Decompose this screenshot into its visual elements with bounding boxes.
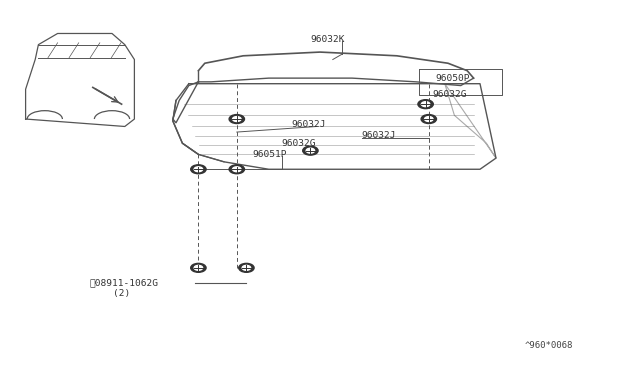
Text: 96032G: 96032G (282, 139, 316, 148)
Text: 96032G: 96032G (432, 90, 467, 99)
Circle shape (239, 263, 254, 272)
Circle shape (191, 165, 206, 174)
Circle shape (232, 167, 241, 172)
Circle shape (229, 115, 244, 124)
Text: (2): (2) (113, 289, 130, 298)
Circle shape (421, 102, 430, 107)
Circle shape (424, 116, 433, 122)
Circle shape (194, 167, 203, 172)
Text: 96032K: 96032K (310, 35, 345, 44)
Text: ^960*0068: ^960*0068 (525, 341, 573, 350)
Circle shape (229, 165, 244, 174)
Circle shape (191, 263, 206, 272)
Circle shape (306, 148, 315, 153)
Circle shape (194, 265, 203, 270)
Circle shape (418, 100, 433, 109)
Text: 96051P: 96051P (253, 150, 287, 159)
Circle shape (421, 115, 436, 124)
Text: 96050P: 96050P (435, 74, 470, 83)
Circle shape (303, 146, 318, 155)
Text: 96032J: 96032J (362, 131, 396, 140)
Text: ⓝ08911-1062G: ⓝ08911-1062G (90, 278, 159, 287)
Circle shape (242, 265, 251, 270)
Text: 96032J: 96032J (291, 120, 326, 129)
Circle shape (232, 116, 241, 122)
